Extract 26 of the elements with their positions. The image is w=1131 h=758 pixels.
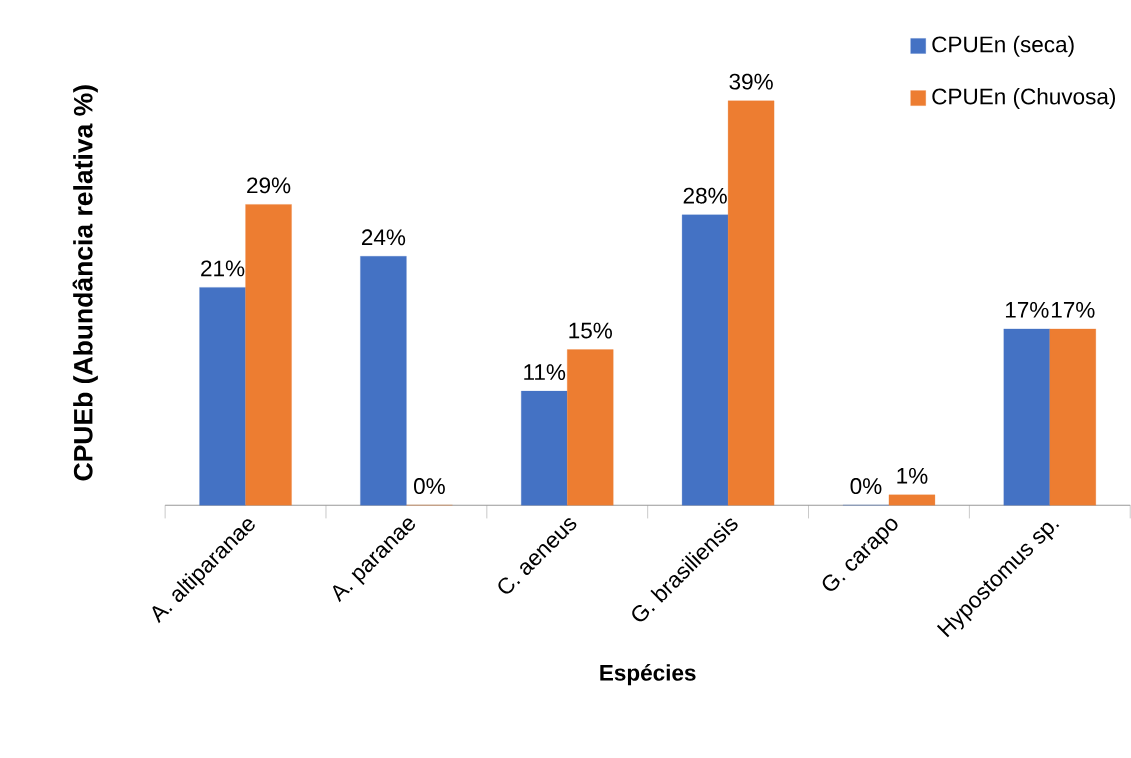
bar [245, 204, 292, 506]
data-label: 0% [850, 478, 882, 495]
data-label: 17% [1005, 302, 1049, 318]
y-axis-title: CPUEb (Abundância relativa %) [72, 85, 98, 481]
bar [888, 494, 936, 506]
bar [521, 391, 568, 506]
bar [360, 256, 407, 506]
data-label: 24% [361, 229, 406, 246]
data-label: 17% [1051, 302, 1095, 318]
legend-label: CPUEn (seca) [932, 35, 1074, 57]
data-label: 0% [414, 478, 445, 495]
data-label: 1% [897, 468, 928, 484]
data-label: 15% [569, 322, 612, 339]
bar [727, 100, 775, 506]
bar [199, 287, 246, 506]
data-label: 11% [524, 364, 566, 381]
bar [567, 349, 614, 506]
bar [1003, 328, 1050, 506]
bar [681, 214, 729, 506]
x-axis-title: Espécies [600, 664, 696, 686]
legend-label: CPUEn (Chuvosa) [932, 88, 1115, 110]
bar [1049, 328, 1096, 506]
data-label: 39% [729, 73, 773, 90]
data-label: 21% [201, 260, 245, 277]
data-label: 29% [247, 177, 291, 194]
data-label: 28% [683, 187, 727, 204]
